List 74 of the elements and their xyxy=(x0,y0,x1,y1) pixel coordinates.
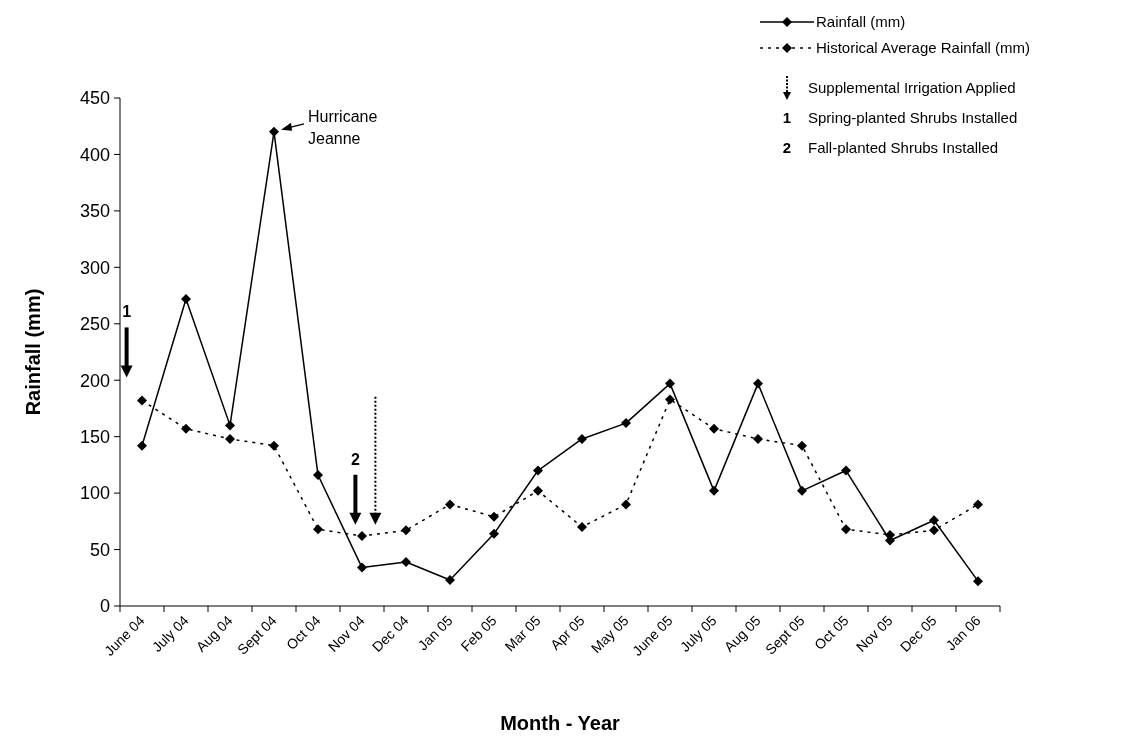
point xyxy=(401,556,411,567)
point xyxy=(973,576,983,587)
x-tick-label: Aug 04 xyxy=(192,612,236,655)
point xyxy=(313,470,323,481)
y-tick-label: 50 xyxy=(89,539,110,560)
point xyxy=(181,423,191,434)
y-tick-label: 350 xyxy=(79,201,110,222)
point xyxy=(841,524,851,535)
x-tick-label: July 05 xyxy=(676,612,720,655)
annotation: 1 Spring-planted Shrubs Installed xyxy=(782,109,1018,127)
point xyxy=(357,562,367,573)
x-tick-label: July 04 xyxy=(148,612,192,655)
y-tick-label: 200 xyxy=(79,370,110,391)
x-tick-label: Apr 05 xyxy=(547,612,588,653)
x-tick-label: Nov 05 xyxy=(852,612,896,655)
point xyxy=(357,531,367,542)
point xyxy=(181,293,191,304)
point xyxy=(621,499,631,510)
annotation: 1 xyxy=(122,303,132,321)
point xyxy=(973,499,983,510)
annotation: 2 xyxy=(350,450,360,468)
y-tick-label: 250 xyxy=(79,314,110,335)
x-tick-label: Aug 05 xyxy=(720,612,764,655)
y-tick-label: 400 xyxy=(79,144,110,165)
point xyxy=(841,465,851,476)
point xyxy=(269,126,279,137)
point xyxy=(137,395,147,406)
point xyxy=(225,433,235,444)
legend-label: Historical Average Rainfall (mm) xyxy=(816,39,1030,57)
y-tick-label: 300 xyxy=(79,257,110,278)
y-tick-label: 0 xyxy=(99,596,110,617)
point xyxy=(621,418,631,429)
x-tick-label: Oct 05 xyxy=(811,612,852,653)
point xyxy=(313,524,323,535)
x-tick-label: Jan 05 xyxy=(414,612,456,654)
x-tick-label: Nov 04 xyxy=(324,612,368,655)
point xyxy=(489,511,499,522)
point xyxy=(137,440,147,451)
y-tick-label: 150 xyxy=(79,426,110,447)
x-tick-label: Feb 05 xyxy=(457,612,500,655)
point xyxy=(709,485,719,496)
x-tick-label: May 05 xyxy=(587,612,632,657)
point xyxy=(929,515,939,526)
point xyxy=(753,378,763,389)
point xyxy=(665,394,675,405)
x-tick-label: Jan 06 xyxy=(942,612,984,654)
point xyxy=(753,433,763,444)
legend-label: Rainfall (mm) xyxy=(816,13,906,31)
point xyxy=(533,485,543,496)
point xyxy=(665,378,675,389)
y-tick-label: 450 xyxy=(79,88,110,109)
point xyxy=(489,528,499,539)
point xyxy=(269,440,279,451)
point xyxy=(797,485,807,496)
y-tick-label: 100 xyxy=(79,483,110,504)
point xyxy=(533,465,543,476)
x-axis-title: Month - Year xyxy=(500,712,621,734)
x-tick-label: Dec 04 xyxy=(368,612,412,655)
x-tick-label: Oct 04 xyxy=(283,612,324,653)
annotation: 2 Fall-planted Shrubs Installed xyxy=(782,139,999,157)
point xyxy=(401,525,411,536)
x-tick-label: Mar 05 xyxy=(501,612,544,655)
point xyxy=(577,433,587,444)
x-tick-label: Dec 05 xyxy=(896,612,940,655)
y-axis-title: Rainfall (mm) xyxy=(22,288,44,416)
annotation: Hurricane Jeanne xyxy=(308,107,378,147)
point xyxy=(225,420,235,431)
point xyxy=(577,521,587,532)
point xyxy=(797,440,807,451)
point xyxy=(929,525,939,536)
point xyxy=(445,499,455,510)
point xyxy=(709,423,719,434)
point xyxy=(445,575,455,586)
text: Supplemental Irrigation Applied xyxy=(808,79,1016,97)
